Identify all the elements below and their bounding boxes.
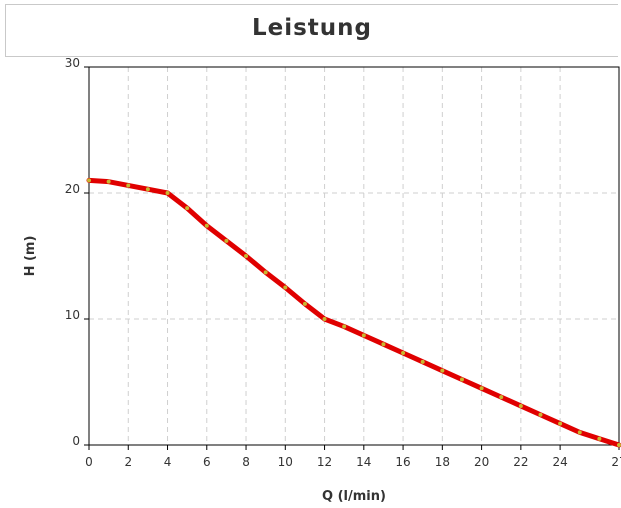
plot-frame — [88, 66, 620, 446]
data-point — [342, 324, 347, 329]
y-tick-label: 30 — [65, 56, 80, 70]
series-line — [86, 177, 621, 448]
data-point — [165, 191, 170, 195]
y-tick-label: 20 — [65, 182, 80, 196]
x-tick-label: 12 — [317, 455, 332, 469]
x-tick-label: 24 — [552, 455, 567, 469]
data-point — [87, 178, 91, 183]
data-point — [499, 395, 504, 400]
data-point — [420, 359, 425, 364]
data-point — [185, 206, 190, 211]
x-tick-label: 8 — [242, 455, 250, 469]
data-point — [597, 436, 602, 441]
x-tick-label: 0 — [85, 455, 93, 469]
data-point — [459, 377, 464, 382]
y-tick-label: 0 — [72, 434, 80, 448]
x-tick-label: 27 — [611, 455, 621, 469]
data-point — [558, 421, 563, 426]
data-point — [361, 333, 366, 338]
data-point — [283, 285, 288, 290]
x-tick-label: 16 — [395, 455, 410, 469]
chart-title-box: Leistung — [5, 4, 618, 57]
x-tick-label: 4 — [164, 455, 172, 469]
data-point — [617, 443, 621, 447]
x-tick-label: 22 — [513, 455, 528, 469]
x-tick-label: 10 — [278, 455, 293, 469]
data-point — [381, 342, 386, 347]
x-tick-label: 20 — [474, 455, 489, 469]
data-point — [106, 179, 111, 184]
chart-title: Leistung — [251, 15, 373, 41]
x-tick-label: 6 — [203, 455, 211, 469]
data-point — [440, 368, 445, 373]
data-point — [263, 270, 268, 275]
data-point — [224, 238, 229, 243]
y-axis-label: H (m) — [23, 236, 38, 277]
data-point — [401, 351, 406, 356]
data-point — [126, 183, 131, 188]
y-tick-label: 10 — [65, 308, 80, 322]
x-axis-label: Q (l/min) — [322, 489, 386, 504]
data-point — [322, 317, 327, 321]
x-tick-label: 14 — [356, 455, 371, 469]
data-point — [302, 301, 307, 306]
data-point — [538, 412, 543, 417]
data-point — [577, 430, 582, 435]
data-point — [204, 223, 209, 228]
data-point — [244, 254, 249, 258]
x-tick-label: 2 — [124, 455, 132, 469]
x-tick-label: 18 — [435, 455, 450, 469]
data-point — [145, 187, 150, 192]
data-point — [518, 403, 523, 408]
data-point — [479, 386, 484, 391]
